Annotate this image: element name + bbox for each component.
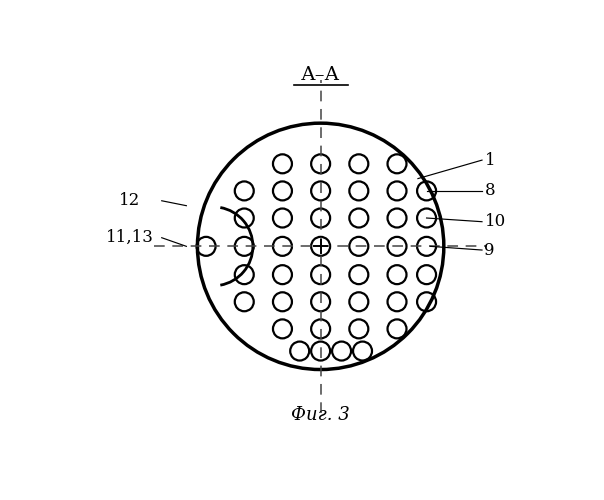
Text: 11,13: 11,13 [106,229,154,246]
Text: 12: 12 [118,192,140,210]
Text: 8: 8 [484,182,495,200]
Text: 10: 10 [484,213,506,230]
Text: А–А: А–А [301,66,340,84]
Text: 1: 1 [484,152,495,168]
Text: Фиг. 3: Фиг. 3 [291,406,350,424]
Text: 9: 9 [484,242,495,258]
